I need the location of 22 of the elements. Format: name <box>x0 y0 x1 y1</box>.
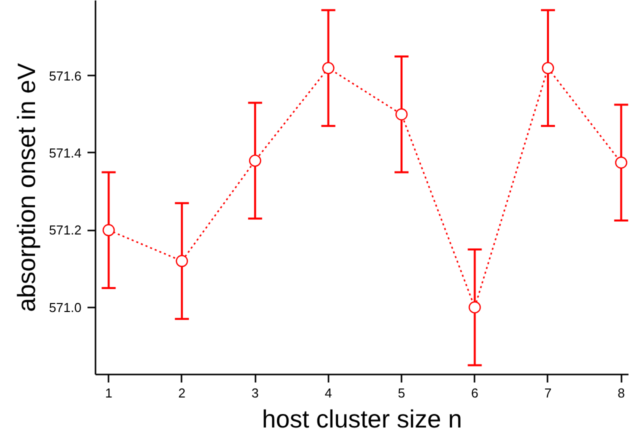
y-tick-label: 571.0 <box>48 300 82 315</box>
x-tick-label: 7 <box>544 386 552 400</box>
x-tick-label: 1 <box>105 386 112 400</box>
y-tick-label: 571.2 <box>48 222 82 238</box>
x-axis-title: host cluster size n <box>262 406 462 434</box>
point <box>395 108 408 120</box>
y-tick-label: 571.4 <box>48 145 82 160</box>
point <box>322 62 334 74</box>
point <box>615 156 628 169</box>
point <box>176 254 188 268</box>
y-axis-title: absorption onset in eV <box>12 62 41 312</box>
x-tick-label: 3 <box>251 386 259 400</box>
x-tick-label: 5 <box>398 386 406 400</box>
point <box>542 62 554 74</box>
x-tick-label: 4 <box>324 386 332 400</box>
point <box>102 224 115 236</box>
x-tick-label: 8 <box>618 386 625 400</box>
x-tick-label: 2 <box>178 386 186 400</box>
y-tick-label: 571.6 <box>48 68 82 84</box>
point <box>468 301 481 314</box>
point <box>249 154 262 167</box>
x-tick-label: 6 <box>471 386 478 400</box>
